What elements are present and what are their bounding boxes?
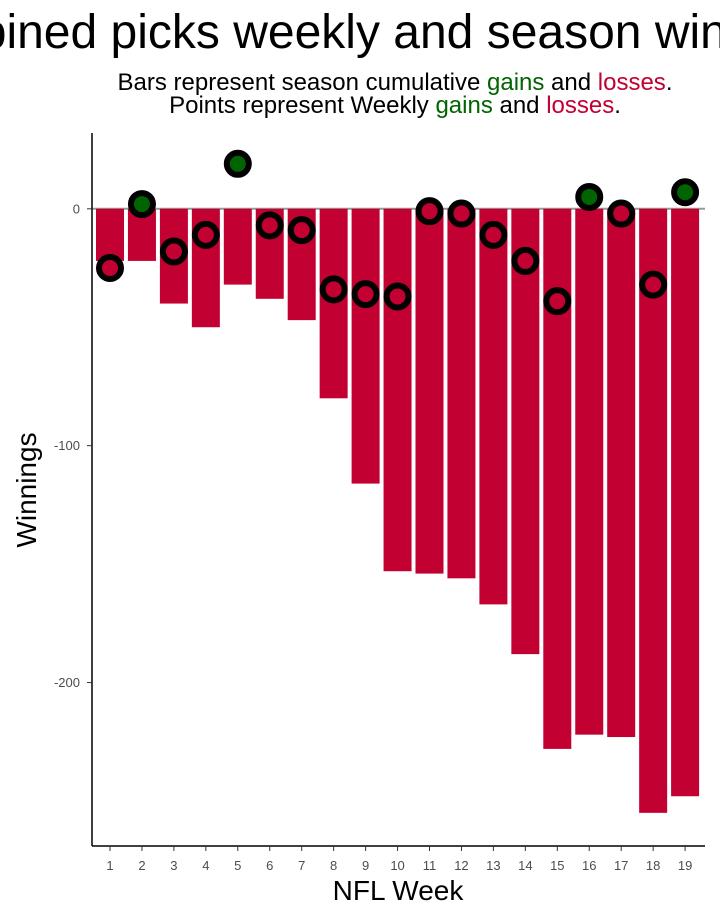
- x-axis-title: NFL Week: [333, 875, 465, 906]
- x-tick-label: 18: [646, 858, 660, 873]
- bar-week-17: [607, 208, 636, 738]
- bar-week-16: [575, 208, 604, 735]
- x-tick-label: 4: [202, 858, 209, 873]
- x-tick-label: 8: [330, 858, 337, 873]
- bar-week-13: [479, 208, 508, 605]
- chart-title: Combined picks weekly and season winning…: [0, 6, 720, 59]
- point-week-4: [191, 220, 220, 249]
- x-axis-ticks: 1 2 3 4 5 6 7 8 9 10 11 12 13 14 15 16 17 18 19: [106, 846, 692, 873]
- x-tick-label: 14: [518, 858, 532, 873]
- subtitle-2-end: .: [614, 92, 621, 119]
- x-tick-label: 5: [234, 858, 241, 873]
- point-week-2: [127, 190, 156, 219]
- x-tick-label: 6: [266, 858, 273, 873]
- bar-layer: [96, 208, 700, 813]
- bar-week-14: [511, 208, 540, 655]
- x-tick-label: 13: [486, 858, 500, 873]
- point-week-7: [287, 216, 316, 245]
- point-week-19: [671, 178, 700, 207]
- bar-week-18: [639, 208, 668, 813]
- x-tick-label: 19: [678, 858, 692, 873]
- y-tick-label: 0: [73, 201, 80, 216]
- x-tick-label: 15: [550, 858, 564, 873]
- point-week-9: [351, 280, 380, 309]
- subtitle-1-losses: losses: [598, 69, 666, 96]
- x-tick-label: 2: [138, 858, 145, 873]
- bar-week-9: [351, 208, 380, 484]
- point-week-14: [511, 246, 540, 275]
- y-axis-title: Winnings: [11, 432, 42, 547]
- subtitle-1-prefix: Bars represent season cumulative: [118, 69, 488, 96]
- point-week-18: [639, 270, 668, 299]
- x-tick-label: 3: [170, 858, 177, 873]
- point-week-11: [415, 197, 444, 226]
- subtitle-line-2: Points represent Weekly gains and losses…: [169, 92, 621, 119]
- y-tick-label: -200: [54, 675, 80, 690]
- x-tick-label: 12: [454, 858, 468, 873]
- point-week-13: [479, 220, 508, 249]
- point-week-16: [575, 182, 604, 211]
- point-week-5: [223, 149, 252, 178]
- bar-week-19: [671, 208, 700, 797]
- subtitle-2-prefix: Points represent Weekly: [169, 92, 435, 119]
- x-tick-label: 9: [362, 858, 369, 873]
- x-tick-label: 1: [106, 858, 113, 873]
- subtitle-1-end: .: [666, 69, 673, 96]
- y-axis-ticks: 0 -100 -200: [54, 201, 92, 690]
- bar-week-11: [415, 208, 444, 574]
- point-week-10: [383, 282, 412, 311]
- point-week-17: [607, 199, 636, 228]
- subtitle-1-mid: and: [544, 69, 597, 96]
- x-tick-label: 16: [582, 858, 596, 873]
- point-week-8: [319, 275, 348, 304]
- subtitle-2-mid: and: [493, 92, 546, 119]
- bar-week-10: [383, 208, 412, 572]
- subtitle-1-gains: gains: [487, 69, 544, 96]
- point-layer: [96, 149, 700, 316]
- point-week-12: [447, 199, 476, 228]
- x-tick-label: 7: [298, 858, 305, 873]
- x-tick-label: 10: [390, 858, 404, 873]
- point-week-1: [96, 254, 124, 283]
- point-week-3: [159, 237, 188, 266]
- y-tick-label: -100: [54, 438, 80, 453]
- bar-week-5: [223, 208, 252, 285]
- point-week-6: [255, 211, 284, 240]
- subtitle-line-1: Bars represent season cumulative gains a…: [118, 69, 673, 96]
- bar-week-12: [447, 208, 476, 579]
- bar-week-1: [96, 208, 124, 261]
- subtitle-2-gains: gains: [435, 92, 492, 119]
- x-tick-label: 11: [423, 858, 437, 873]
- bar-week-8: [319, 208, 348, 399]
- subtitle-2-losses: losses: [546, 92, 614, 119]
- x-tick-label: 17: [614, 858, 628, 873]
- point-week-15: [543, 287, 572, 316]
